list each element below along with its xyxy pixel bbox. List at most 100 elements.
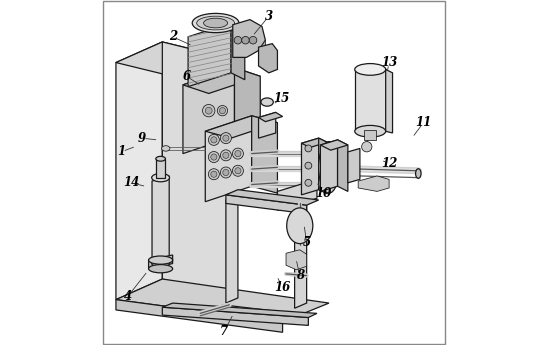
Polygon shape (116, 279, 329, 322)
Polygon shape (364, 130, 376, 140)
Circle shape (208, 151, 219, 162)
Text: 6: 6 (182, 70, 191, 83)
Polygon shape (226, 195, 238, 303)
Ellipse shape (149, 256, 173, 264)
Circle shape (211, 154, 217, 160)
Ellipse shape (162, 146, 170, 151)
Circle shape (218, 106, 227, 116)
Circle shape (305, 179, 312, 186)
Circle shape (203, 105, 215, 117)
Text: 4: 4 (124, 290, 132, 303)
Circle shape (219, 108, 226, 114)
Circle shape (211, 137, 217, 143)
Circle shape (305, 145, 312, 152)
Polygon shape (358, 176, 389, 191)
Polygon shape (183, 68, 235, 154)
Circle shape (220, 167, 231, 178)
Text: 10: 10 (316, 187, 332, 200)
Circle shape (235, 150, 241, 157)
Circle shape (362, 141, 372, 152)
Ellipse shape (415, 169, 421, 178)
Ellipse shape (203, 18, 227, 28)
Text: 5: 5 (302, 236, 311, 249)
Ellipse shape (152, 174, 169, 182)
Polygon shape (301, 138, 319, 195)
Polygon shape (162, 303, 317, 317)
Polygon shape (188, 23, 231, 87)
Polygon shape (233, 20, 265, 57)
Text: 13: 13 (381, 56, 397, 69)
Polygon shape (152, 176, 169, 264)
Circle shape (235, 168, 241, 174)
Polygon shape (206, 116, 277, 138)
Polygon shape (259, 112, 283, 122)
Ellipse shape (355, 126, 386, 137)
Ellipse shape (197, 16, 235, 30)
Circle shape (220, 132, 231, 144)
Circle shape (249, 37, 257, 44)
Ellipse shape (192, 13, 239, 33)
Polygon shape (355, 69, 386, 131)
Ellipse shape (287, 208, 313, 244)
Polygon shape (226, 195, 307, 214)
Text: 12: 12 (381, 157, 397, 170)
Text: 1: 1 (117, 145, 125, 158)
Circle shape (305, 162, 312, 169)
Bar (157, 159, 165, 178)
Ellipse shape (322, 147, 336, 188)
Text: 14: 14 (123, 176, 140, 189)
Ellipse shape (156, 156, 165, 161)
Text: 11: 11 (415, 116, 432, 129)
Polygon shape (321, 140, 338, 191)
Text: 7: 7 (220, 325, 228, 338)
Polygon shape (348, 148, 360, 183)
Circle shape (232, 165, 243, 176)
Circle shape (232, 148, 243, 159)
Polygon shape (235, 68, 260, 145)
Polygon shape (162, 307, 309, 325)
Polygon shape (259, 112, 276, 138)
Ellipse shape (261, 98, 273, 106)
Polygon shape (252, 116, 277, 193)
Text: 16: 16 (275, 281, 291, 294)
Ellipse shape (319, 141, 339, 193)
Circle shape (223, 152, 229, 158)
Circle shape (223, 169, 229, 176)
Ellipse shape (152, 259, 169, 267)
Polygon shape (149, 255, 173, 269)
Polygon shape (162, 42, 233, 296)
Polygon shape (183, 68, 260, 93)
Polygon shape (116, 42, 233, 80)
Text: 2: 2 (169, 30, 176, 43)
Circle shape (211, 171, 217, 177)
Polygon shape (116, 42, 162, 300)
Circle shape (223, 135, 229, 141)
Polygon shape (277, 179, 317, 210)
Polygon shape (259, 44, 277, 73)
Polygon shape (338, 140, 348, 191)
Polygon shape (206, 116, 252, 202)
Polygon shape (319, 138, 327, 194)
Polygon shape (259, 40, 265, 59)
Ellipse shape (149, 265, 173, 273)
Polygon shape (226, 190, 319, 205)
Text: 9: 9 (138, 132, 146, 145)
Circle shape (206, 107, 212, 114)
Circle shape (208, 169, 219, 180)
Polygon shape (301, 138, 327, 147)
Circle shape (242, 37, 249, 44)
Circle shape (220, 150, 231, 161)
Polygon shape (116, 300, 283, 332)
Ellipse shape (355, 63, 386, 75)
Polygon shape (222, 305, 309, 324)
Polygon shape (286, 250, 307, 270)
Polygon shape (321, 140, 348, 150)
Polygon shape (386, 69, 392, 133)
Text: 15: 15 (273, 92, 289, 105)
Circle shape (234, 37, 242, 44)
Text: 8: 8 (296, 269, 304, 282)
Polygon shape (295, 205, 307, 308)
Text: 3: 3 (265, 10, 273, 23)
Polygon shape (231, 23, 245, 80)
Circle shape (208, 134, 219, 145)
